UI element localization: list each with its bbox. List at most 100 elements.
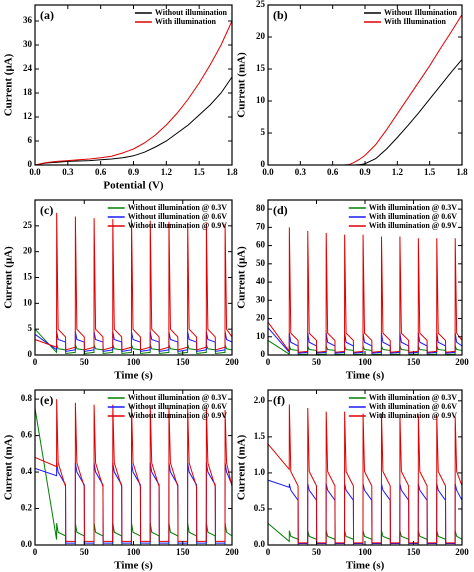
panel-label: (f) [273,393,285,407]
x-tick-label: 0 [266,357,271,367]
y-tick-label: 0 [261,349,266,359]
x-tick-label: 0.6 [327,167,339,177]
y-tick-label: 15 [256,63,266,73]
panel: 0 50 100 150 200 0 5 10 15 20 25 Time (s) Current (μ… [3,199,239,382]
y-tick-label: 0 [28,349,33,359]
x-tick-label: 0.9 [128,167,140,177]
x-tick-label: 50 [80,547,90,557]
panel: 0.0 0.3 0.6 0.9 1.2 1.5 1.8 0 6 12 18 24 30 36 Potenti… [3,4,238,192]
y-tick-label: 50 [256,258,266,268]
panel: 0.0 0.3 0.6 0.9 1.2 1.5 1.8 0 5 10 15 20 25 Current (… [236,0,469,177]
legend-label: Without Illumination [384,8,458,17]
x-tick-label: 0.6 [95,167,107,177]
x-tick-label: 1.8 [456,167,468,177]
x-axis-label: Time (s) [114,370,153,382]
y-tick-label: 80 [256,203,266,213]
data-line [267,227,463,353]
y-tick-label: 20 [23,246,33,256]
x-tick-label: 100 [127,547,141,557]
y-tick-label: 0.2 [21,503,33,513]
y-tick-label: 24 [23,63,33,73]
y-tick-label: 0.4 [21,466,33,476]
legend-label: With illumination @ 0.3V [369,203,457,212]
plot-frame [34,4,233,166]
panel: 0 50 100 150 200 0.0 0.5 1.0 1.5 2.0 Time (s) Curre… [236,389,469,572]
plot-frame [267,4,463,166]
y-tick-label: 40 [256,276,266,286]
data-line [267,404,463,544]
data-line [34,399,233,542]
y-axis-label: Current (mA) [236,52,248,118]
legend-label: With illumination @ 0.9V [369,221,457,230]
y-tick-label: 25 [256,0,266,9]
y-tick-label: 10 [256,331,266,341]
legend-label: Without illumination @ 0.3V [128,393,228,402]
x-tick-label: 0.3 [295,167,307,177]
x-axis-label: Time (s) [114,560,153,572]
y-tick-label: 1.5 [254,431,266,441]
x-tick-label: 200 [455,357,469,367]
y-tick-label: 0.0 [21,539,33,549]
legend-label: Without illumination [155,8,228,17]
y-tick-label: 0 [28,159,33,169]
y-tick-label: 1.0 [254,467,266,477]
data-line [34,76,233,166]
y-tick-label: 18 [23,87,33,97]
y-tick-label: 0 [261,159,266,169]
legend-label: With illumination @ 0.3V [369,393,457,402]
x-tick-label: 150 [176,547,190,557]
panel-label: (e) [40,393,53,407]
x-tick-label: 50 [80,357,90,367]
panel-label: (c) [40,203,53,217]
x-axis-label: Time (s) [346,370,385,382]
y-tick-label: 5 [28,323,33,333]
x-tick-label: 150 [176,357,190,367]
legend-label: With illumination @ 0.9V [369,411,457,420]
x-tick-label: 50 [312,357,322,367]
panel-label: (a) [40,8,54,22]
y-tick-label: 15 [23,272,33,282]
data-line [34,212,233,351]
y-tick-label: 0.5 [254,503,266,513]
y-tick-label: 60 [256,240,266,250]
y-tick-label: 10 [256,95,266,105]
y-tick-label: 70 [256,221,266,231]
y-tick-label: 30 [256,294,266,304]
legend-label: Without illumination @ 0.6V [128,212,228,221]
x-axis-label: Potential (V) [103,180,164,192]
x-tick-label: 50 [312,547,322,557]
data-line [34,462,233,544]
x-tick-label: 0 [33,547,38,557]
y-tick-label: 2.0 [254,395,266,405]
x-tick-label: 200 [225,357,239,367]
y-tick-label: 0.8 [21,393,33,403]
y-tick-label: 20 [256,313,266,323]
x-tick-label: 150 [407,547,421,557]
legend-label: With illumination [155,17,217,26]
y-axis-label: Current (μA) [236,246,248,309]
panel: 0 50 100 150 200 0 10 20 30 40 50 60 70 80 Time (s) Cur… [236,199,469,382]
data-line [34,20,233,166]
y-tick-label: 0.6 [21,430,33,440]
y-tick-label: 10 [23,297,33,307]
x-tick-label: 1.2 [392,167,404,177]
x-tick-label: 100 [358,357,372,367]
data-line [267,479,463,545]
x-tick-label: 1.8 [226,167,238,177]
x-tick-label: 1.5 [424,167,436,177]
y-tick-label: 25 [23,220,33,230]
y-axis-label: Current (mA) [3,434,15,500]
data-line [34,408,233,546]
y-axis-label: Current (μA) [3,246,15,309]
panel-label: (d) [273,203,288,217]
x-tick-label: 1.2 [161,167,173,177]
y-tick-label: 12 [23,111,33,121]
y-tick-label: 36 [23,15,33,25]
panel: 0 50 100 150 200 0.0 0.2 0.4 0.6 0.8 Time (s) Curre… [3,389,239,572]
x-tick-label: 0.0 [29,167,41,177]
x-tick-label: 0 [33,357,38,367]
data-line [268,59,463,166]
data-line [268,14,463,166]
x-tick-label: 100 [127,357,141,367]
